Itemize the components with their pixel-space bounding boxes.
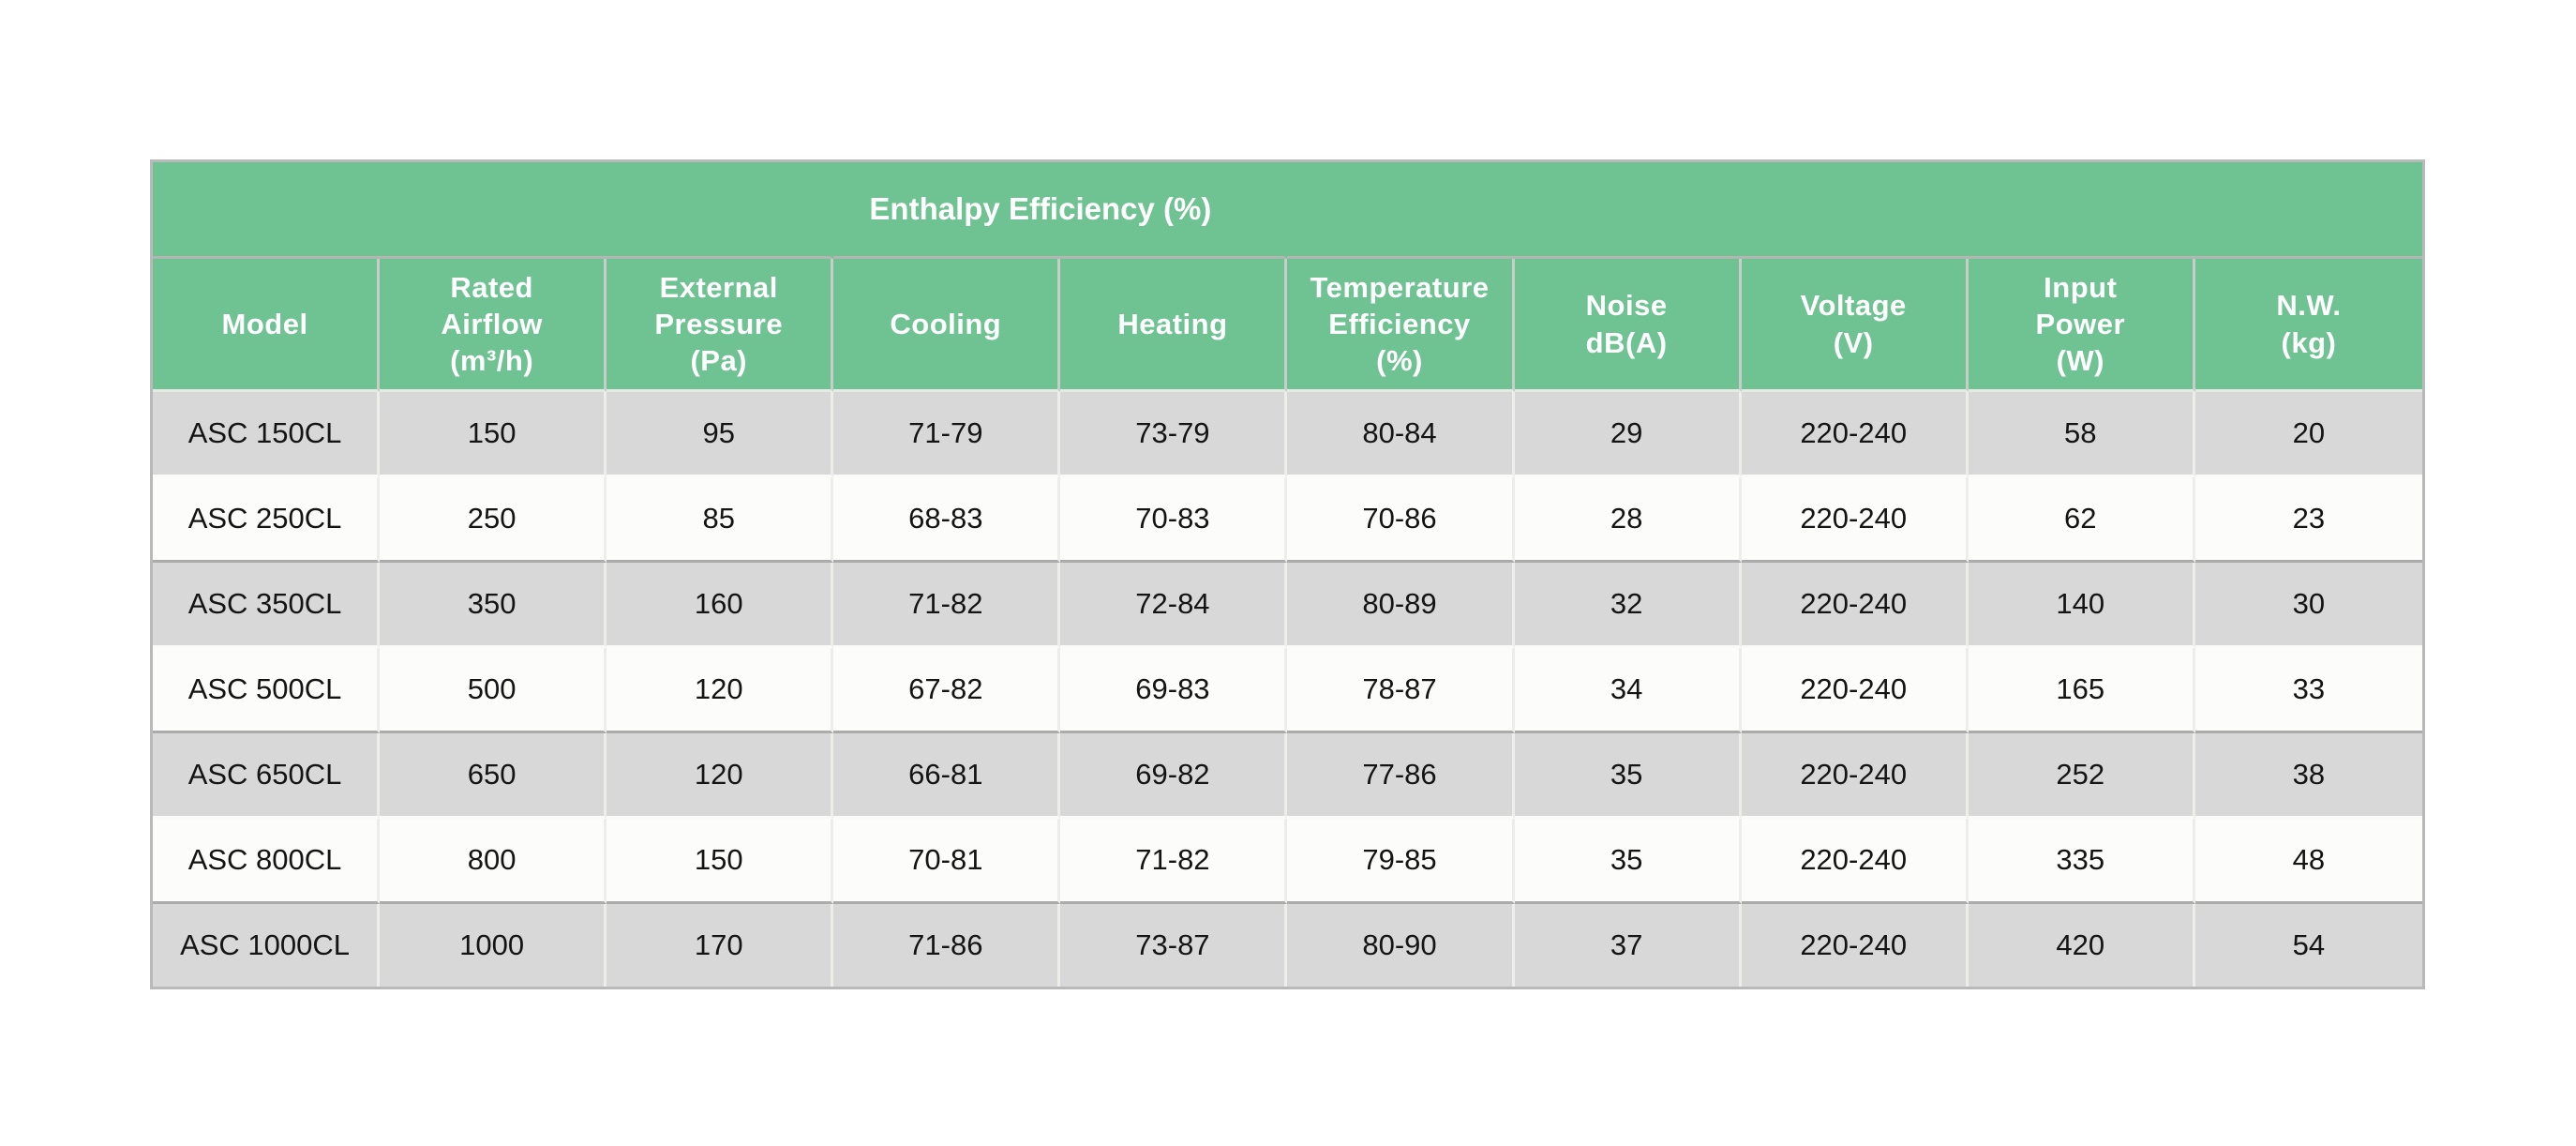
column-header-net-weight: N.W. (kg) [2194, 259, 2422, 392]
cell-net-weight: 38 [2194, 733, 2422, 819]
cell-model: ASC 1000CL [153, 904, 381, 987]
cell-temperature-efficiency: 70-86 [1287, 477, 1515, 563]
cell-heating: 69-82 [1060, 733, 1288, 819]
cell-voltage: 220-240 [1741, 904, 1969, 987]
cell-temperature-efficiency: 80-89 [1287, 563, 1515, 648]
cell-model: ASC 250CL [153, 477, 381, 563]
cell-voltage: 220-240 [1741, 392, 1969, 477]
cell-net-weight: 48 [2194, 819, 2422, 904]
cell-voltage: 220-240 [1741, 477, 1969, 563]
cell-cooling: 71-79 [833, 392, 1061, 477]
cell-heating: 70-83 [1060, 477, 1288, 563]
cell-cooling: 66-81 [833, 733, 1061, 819]
cell-input-power: 252 [1968, 733, 2195, 819]
cell-external-pressure: 120 [607, 648, 834, 733]
column-header-heating: Heating [1060, 259, 1288, 392]
cell-net-weight: 33 [2194, 648, 2422, 733]
column-header-model: Model [153, 259, 381, 392]
column-header-rated-airflow: Rated Airflow (m³/h) [380, 259, 607, 392]
column-header-voltage: Voltage (V) [1741, 259, 1969, 392]
cell-rated-airflow: 350 [380, 563, 607, 648]
column-header-temperature-efficiency: Temperature Efficiency (%) [1287, 259, 1515, 392]
cell-external-pressure: 85 [607, 477, 834, 563]
table-row-asc-800cl: ASC 800CL 800 150 70-81 71-82 79-85 35 2… [153, 819, 2422, 904]
cell-input-power: 140 [1968, 563, 2195, 648]
cell-external-pressure: 120 [607, 733, 834, 819]
cell-heating: 72-84 [1060, 563, 1288, 648]
table-row-asc-650cl: ASC 650CL 650 120 66-81 69-82 77-86 35 2… [153, 733, 2422, 819]
spec-table: Enthalpy Efficiency (%) Model Rated Airf… [150, 159, 2425, 989]
column-header-cooling: Cooling [833, 259, 1061, 392]
cell-input-power: 58 [1968, 392, 2195, 477]
cell-cooling: 68-83 [833, 477, 1061, 563]
cell-voltage: 220-240 [1741, 733, 1969, 819]
group-header-spacer-right [1287, 162, 2422, 259]
cell-model: ASC 800CL [153, 819, 381, 904]
group-header-row: Enthalpy Efficiency (%) [153, 162, 2422, 259]
cell-rated-airflow: 650 [380, 733, 607, 819]
cell-rated-airflow: 250 [380, 477, 607, 563]
column-header-external-pressure: External Pressure (Pa) [607, 259, 834, 392]
group-header-title: Enthalpy Efficiency (%) [833, 162, 1288, 259]
product-spec-table: Enthalpy Efficiency (%) Model Rated Airf… [150, 159, 2425, 989]
cell-temperature-efficiency: 80-84 [1287, 392, 1515, 477]
cell-model: ASC 500CL [153, 648, 381, 733]
cell-noise: 35 [1514, 819, 1742, 904]
cell-noise: 28 [1514, 477, 1742, 563]
cell-temperature-efficiency: 78-87 [1287, 648, 1515, 733]
cell-model: ASC 650CL [153, 733, 381, 819]
cell-noise: 37 [1514, 904, 1742, 987]
cell-voltage: 220-240 [1741, 563, 1969, 648]
cell-noise: 35 [1514, 733, 1742, 819]
cell-external-pressure: 170 [607, 904, 834, 987]
cell-rated-airflow: 500 [380, 648, 607, 733]
cell-model: ASC 350CL [153, 563, 381, 648]
table-row-asc-250cl: ASC 250CL 250 85 68-83 70-83 70-86 28 22… [153, 477, 2422, 563]
cell-heating: 73-87 [1060, 904, 1288, 987]
cell-cooling: 71-86 [833, 904, 1061, 987]
cell-heating: 73-79 [1060, 392, 1288, 477]
column-header-noise: Noise dB(A) [1514, 259, 1742, 392]
column-header-row: Model Rated Airflow (m³/h) External Pres… [153, 259, 2422, 392]
cell-temperature-efficiency: 77-86 [1287, 733, 1515, 819]
table-row-asc-150cl: ASC 150CL 150 95 71-79 73-79 80-84 29 22… [153, 392, 2422, 477]
cell-rated-airflow: 800 [380, 819, 607, 904]
cell-net-weight: 23 [2194, 477, 2422, 563]
cell-input-power: 165 [1968, 648, 2195, 733]
cell-external-pressure: 150 [607, 819, 834, 904]
group-header-spacer-left [153, 162, 834, 259]
cell-voltage: 220-240 [1741, 648, 1969, 733]
cell-model: ASC 150CL [153, 392, 381, 477]
cell-heating: 71-82 [1060, 819, 1288, 904]
cell-temperature-efficiency: 79-85 [1287, 819, 1515, 904]
column-header-input-power: Input Power (W) [1968, 259, 2195, 392]
cell-external-pressure: 160 [607, 563, 834, 648]
table-row-asc-1000cl: ASC 1000CL 1000 170 71-86 73-87 80-90 37… [153, 904, 2422, 987]
cell-noise: 34 [1514, 648, 1742, 733]
cell-voltage: 220-240 [1741, 819, 1969, 904]
cell-rated-airflow: 1000 [380, 904, 607, 987]
cell-cooling: 70-81 [833, 819, 1061, 904]
table-row-asc-500cl: ASC 500CL 500 120 67-82 69-83 78-87 34 2… [153, 648, 2422, 733]
cell-external-pressure: 95 [607, 392, 834, 477]
cell-heating: 69-83 [1060, 648, 1288, 733]
cell-input-power: 62 [1968, 477, 2195, 563]
cell-net-weight: 54 [2194, 904, 2422, 987]
cell-input-power: 420 [1968, 904, 2195, 987]
cell-rated-airflow: 150 [380, 392, 607, 477]
table-row-asc-350cl: ASC 350CL 350 160 71-82 72-84 80-89 32 2… [153, 563, 2422, 648]
cell-temperature-efficiency: 80-90 [1287, 904, 1515, 987]
cell-net-weight: 20 [2194, 392, 2422, 477]
cell-cooling: 67-82 [833, 648, 1061, 733]
cell-noise: 29 [1514, 392, 1742, 477]
cell-input-power: 335 [1968, 819, 2195, 904]
cell-cooling: 71-82 [833, 563, 1061, 648]
cell-noise: 32 [1514, 563, 1742, 648]
cell-net-weight: 30 [2194, 563, 2422, 648]
